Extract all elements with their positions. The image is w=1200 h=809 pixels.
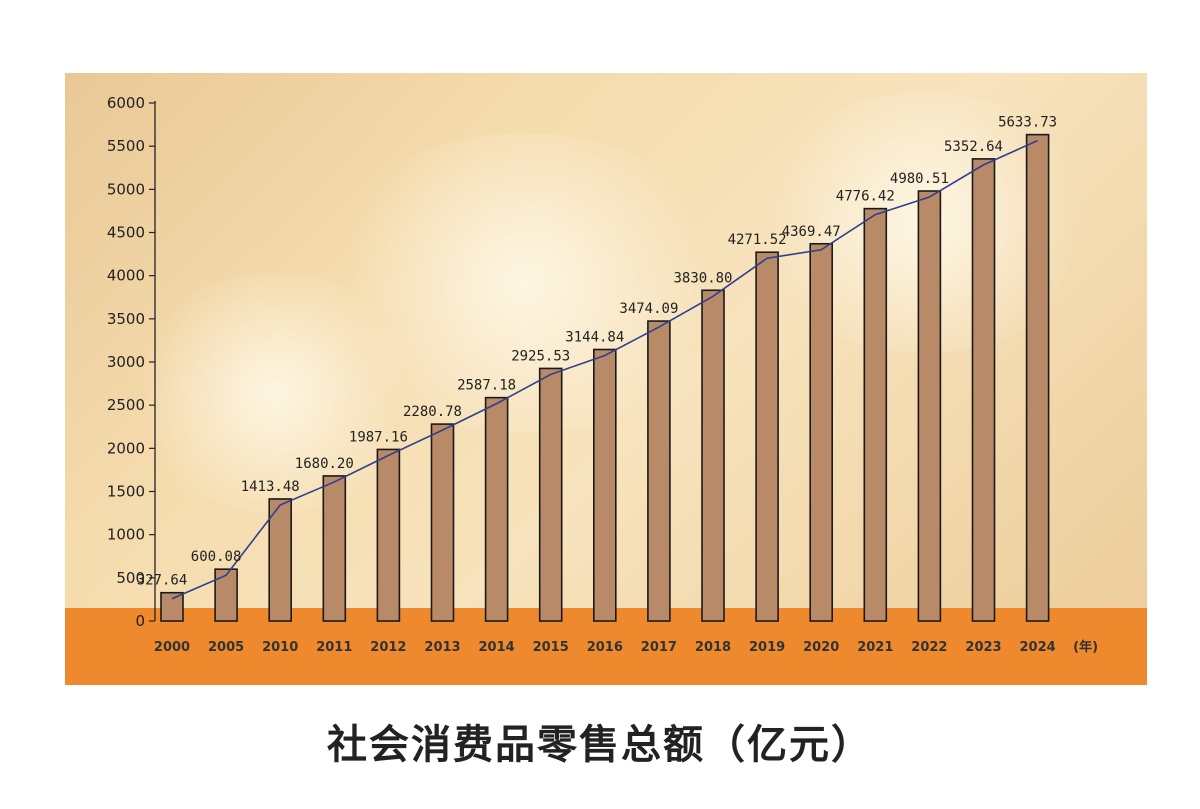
- y-tick-label: 6000: [107, 94, 145, 112]
- y-tick-label: 2500: [107, 396, 145, 414]
- trend-line-group: [171, 139, 1038, 600]
- data-label-2013: 2280.78: [403, 404, 462, 420]
- bar-chart: 0 500 1000 1500 2000 2500 3000 3500 4000 4500 5000…: [107, 94, 1098, 655]
- bar-2023: [971, 158, 996, 622]
- bar-2024: [1025, 133, 1050, 622]
- chart-title: 社会消费品零售总额（亿元）: [327, 722, 873, 768]
- x-tick-label: 2016: [587, 640, 623, 655]
- data-label-2016: 3144.84: [565, 329, 624, 345]
- data-label-2023: 5352.64: [944, 139, 1003, 155]
- bar-2016: [592, 348, 617, 622]
- data-label-2018: 3830.80: [673, 270, 732, 286]
- data-label-2011: 1680.20: [295, 456, 354, 472]
- x-tick-label: 2012: [370, 640, 406, 655]
- data-label-2022: 4980.51: [890, 171, 949, 187]
- y-tick-label: 3000: [107, 353, 145, 371]
- bar-2015: [538, 367, 563, 622]
- bar-2010: [268, 498, 292, 622]
- data-label-2012: 1987.16: [349, 429, 408, 445]
- y-tick-label: 2000: [107, 439, 145, 457]
- y-tick-label: 4500: [107, 224, 145, 242]
- bar-2000: [160, 591, 184, 622]
- data-label-2024: 5633.73: [998, 115, 1057, 131]
- bars-group: [160, 133, 1050, 622]
- data-label-2000: 327.64: [137, 573, 188, 589]
- bar-2005: [214, 568, 238, 622]
- y-tick-label: 500: [116, 569, 145, 587]
- data-label-2010: 1413.48: [241, 479, 300, 495]
- y-tick-label: 1500: [107, 483, 145, 501]
- y-tick-label: 0: [135, 612, 145, 630]
- x-tick-label: 2023: [965, 640, 1001, 655]
- x-tick-label: 2015: [533, 640, 569, 655]
- bar-2017: [647, 320, 671, 622]
- x-tick-label: 2018: [695, 640, 731, 655]
- y-axis: 0 500 1000 1500 2000 2500 3000 3500 4000 4500 5000…: [107, 94, 156, 630]
- data-label-2019: 4271.52: [728, 232, 787, 248]
- bar-2020: [809, 242, 834, 622]
- trend-line: [171, 139, 1038, 600]
- x-tick-label: 2013: [424, 640, 460, 655]
- bar-2012: [376, 448, 401, 622]
- x-unit-label: (年): [1073, 639, 1098, 655]
- bar-2014: [484, 396, 509, 622]
- y-tick-label: 1000: [107, 526, 145, 544]
- data-label-2015: 2925.53: [511, 348, 570, 364]
- x-tick-label: 2021: [857, 640, 893, 655]
- bar-2022: [917, 190, 942, 622]
- data-label-2020: 4369.47: [782, 224, 841, 240]
- data-label-2017: 3474.09: [619, 301, 678, 317]
- bar-2019: [755, 251, 779, 622]
- bar-2013: [430, 423, 455, 622]
- x-tick-label: 2017: [641, 640, 677, 655]
- x-tick-label: 2019: [749, 640, 785, 655]
- y-tick-label: 5000: [107, 180, 145, 198]
- bar-2011: [322, 475, 347, 622]
- bar-2021: [863, 207, 888, 622]
- data-label-2005: 600.08: [191, 549, 242, 565]
- data-label-2014: 2587.18: [457, 378, 516, 394]
- x-tick-label: 2022: [911, 640, 947, 655]
- bar-2018: [701, 289, 725, 622]
- x-tick-label: 2020: [803, 640, 839, 655]
- data-label-2021: 4776.42: [836, 189, 895, 205]
- y-tick-label: 4000: [107, 267, 145, 285]
- x-tick-label: 2005: [208, 640, 244, 655]
- x-axis: 2000 2005 2010 2011 2012 2013 2014 2015 2016 2017…: [154, 639, 1098, 655]
- y-tick-label: 5500: [107, 137, 145, 155]
- x-tick-label: 2011: [316, 640, 352, 655]
- x-tick-label: 2000: [154, 640, 190, 655]
- x-tick-label: 2010: [262, 640, 298, 655]
- x-tick-label: 2014: [479, 640, 515, 655]
- y-tick-label: 3500: [107, 310, 145, 328]
- x-tick-label: 2024: [1020, 640, 1056, 655]
